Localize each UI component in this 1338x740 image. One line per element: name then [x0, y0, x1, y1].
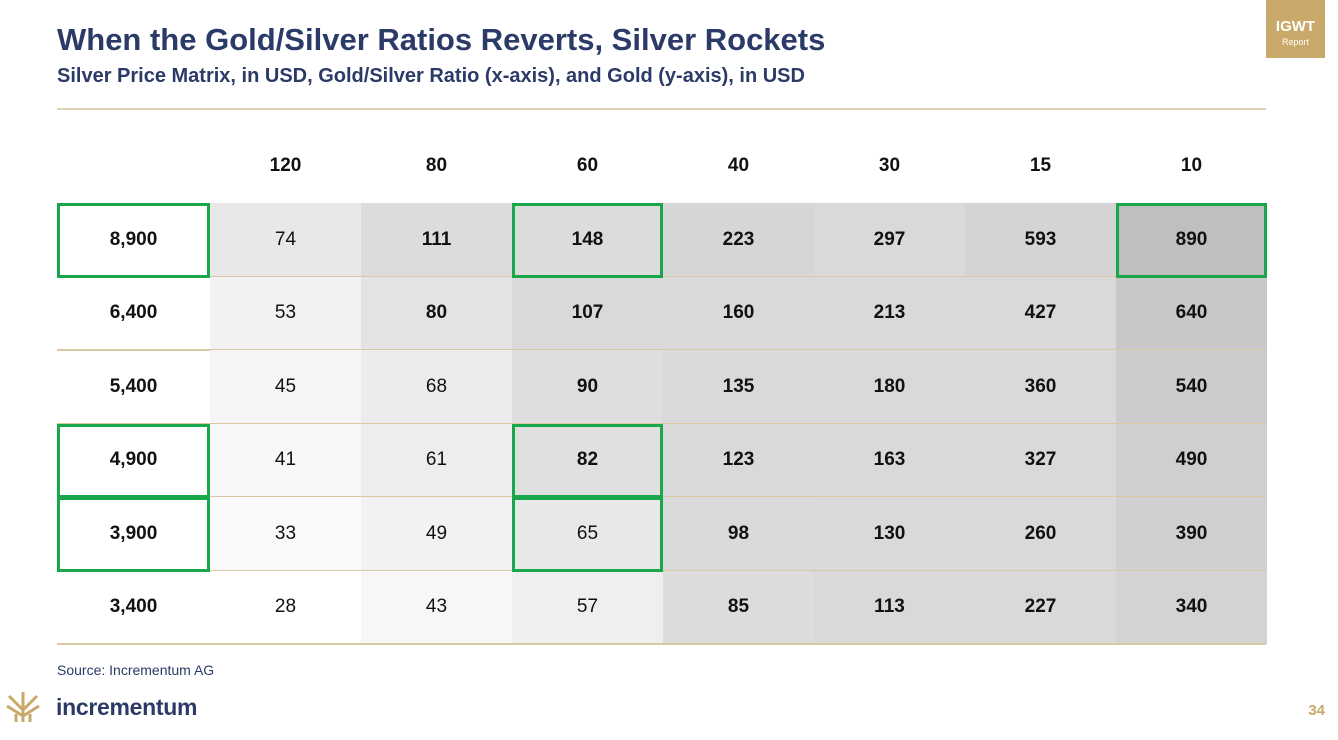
table-cell: 41 — [210, 423, 361, 497]
table-cell: 98 — [663, 497, 814, 571]
row-header: 4,900 — [109, 449, 158, 471]
subtitle: Silver Price Matrix, in USD, Gold/Silver… — [57, 65, 805, 87]
table-cell: 148 — [512, 203, 663, 277]
badge: IGWT Report — [1266, 0, 1325, 58]
row-header: 8,900 — [109, 228, 158, 250]
highlight-box — [512, 203, 663, 278]
table-cell: 180 — [814, 350, 965, 424]
logo: incrementum — [56, 694, 198, 720]
table-cell: 61 — [361, 423, 512, 497]
table-cell: 28 — [210, 570, 361, 644]
row-header: 6,400 — [109, 302, 158, 324]
table-cell: 360 — [965, 350, 1116, 424]
column-header: 10 — [1180, 155, 1203, 176]
row-header: 3,900 — [109, 522, 158, 544]
highlight-box — [57, 423, 210, 498]
row-header: 5,400 — [109, 375, 158, 397]
page-number: 34 — [1308, 702, 1325, 719]
table-cell: 640 — [1116, 276, 1267, 350]
table-cell: 130 — [814, 497, 965, 571]
column-header: 15 — [1029, 155, 1052, 176]
table-cell: 135 — [663, 350, 814, 424]
source: Source: Incrementum AG — [57, 662, 215, 678]
table-cell: 107 — [512, 276, 663, 350]
table-cell: 33 — [210, 497, 361, 571]
table-cell: 49 — [361, 497, 512, 571]
table-cell: 43 — [361, 570, 512, 644]
column-header: 40 — [727, 155, 750, 176]
table-cell: 340 — [1116, 570, 1267, 644]
table-cell: 68 — [361, 350, 512, 424]
table-cell: 74 — [210, 203, 361, 277]
column-header: 60 — [576, 155, 599, 176]
column-header: 80 — [425, 155, 448, 176]
logo-icon — [6, 692, 40, 722]
highlight-box — [57, 203, 210, 278]
table-cell: 327 — [965, 423, 1116, 497]
highlight-box — [512, 497, 663, 572]
table-cell: 53 — [210, 276, 361, 350]
table-cell: 260 — [965, 497, 1116, 571]
row-separator — [57, 643, 1266, 645]
table-cell: 227 — [965, 570, 1116, 644]
table-cell: 123 — [663, 423, 814, 497]
table-cell: 85 — [663, 570, 814, 644]
table-cell: 57 — [512, 570, 663, 644]
table-cell: 82 — [512, 423, 663, 497]
badge-subtitle: Report — [1281, 37, 1309, 47]
column-header: 30 — [878, 155, 901, 176]
table-cell: 113 — [814, 570, 965, 644]
table-cell: 90 — [512, 350, 663, 424]
title: When the Gold/Silver Ratios Reverts, Sil… — [57, 22, 826, 57]
table-cell: 223 — [663, 203, 814, 277]
table-cell: 297 — [814, 203, 965, 277]
table-cell: 80 — [361, 276, 512, 350]
table-cell: 45 — [210, 350, 361, 424]
row-header: 3,400 — [109, 596, 158, 618]
table-cell: 390 — [1116, 497, 1267, 571]
table-cell: 160 — [663, 276, 814, 350]
table-cell: 540 — [1116, 350, 1267, 424]
table-cell: 427 — [965, 276, 1116, 350]
highlight-box — [1116, 203, 1267, 278]
table-cell: 593 — [965, 203, 1116, 277]
badge-title: IGWT — [1275, 18, 1316, 35]
table-cell: 111 — [361, 203, 512, 277]
table-cell: 65 — [512, 497, 663, 571]
table-cell: 890 — [1116, 203, 1267, 277]
table-cell: 490 — [1116, 423, 1267, 497]
column-header: 120 — [269, 155, 302, 176]
highlight-box — [57, 497, 210, 572]
highlight-box — [512, 423, 663, 498]
table-cell: 213 — [814, 276, 965, 350]
divider — [57, 108, 1266, 110]
table-cell: 163 — [814, 423, 965, 497]
